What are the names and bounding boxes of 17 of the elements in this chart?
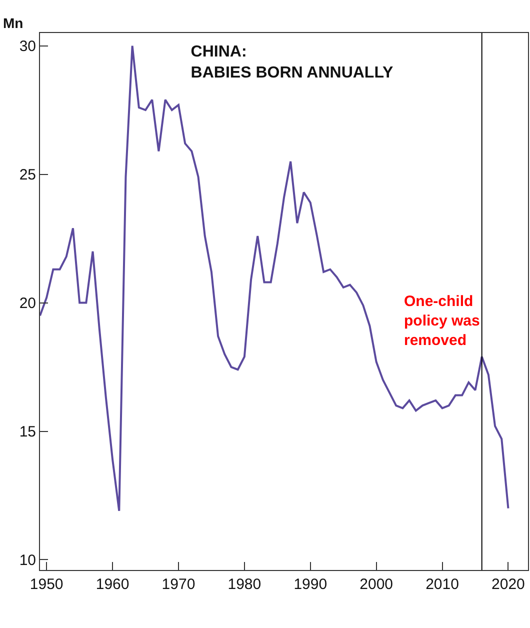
- text: CHINA: BABIES BORN ANNUALLY: [190, 44, 394, 82]
- y-tick-label: 10: [19, 552, 36, 569]
- x-tick-label: 1980: [228, 576, 262, 593]
- x-tick-label: 1970: [162, 576, 196, 593]
- y-tick-label: 20: [19, 295, 36, 312]
- y-tick-label: 15: [19, 424, 36, 440]
- x-tick-label: 1990: [294, 576, 328, 593]
- y-tick-label: 30: [19, 38, 36, 56]
- y-axis-title: Mn: [3, 15, 24, 31]
- x-tick-label: 2020: [492, 576, 525, 593]
- x-tick-label: 2010: [426, 576, 459, 593]
- x-tick-label: 1950: [30, 576, 64, 593]
- x-tick-label: 2000: [360, 576, 394, 593]
- y-tick-label: 25: [19, 166, 36, 184]
- line-series: [40, 44, 510, 512]
- annotation: One-child policy was removed: [404, 293, 480, 349]
- x-tick-label: 1960: [96, 576, 130, 593]
